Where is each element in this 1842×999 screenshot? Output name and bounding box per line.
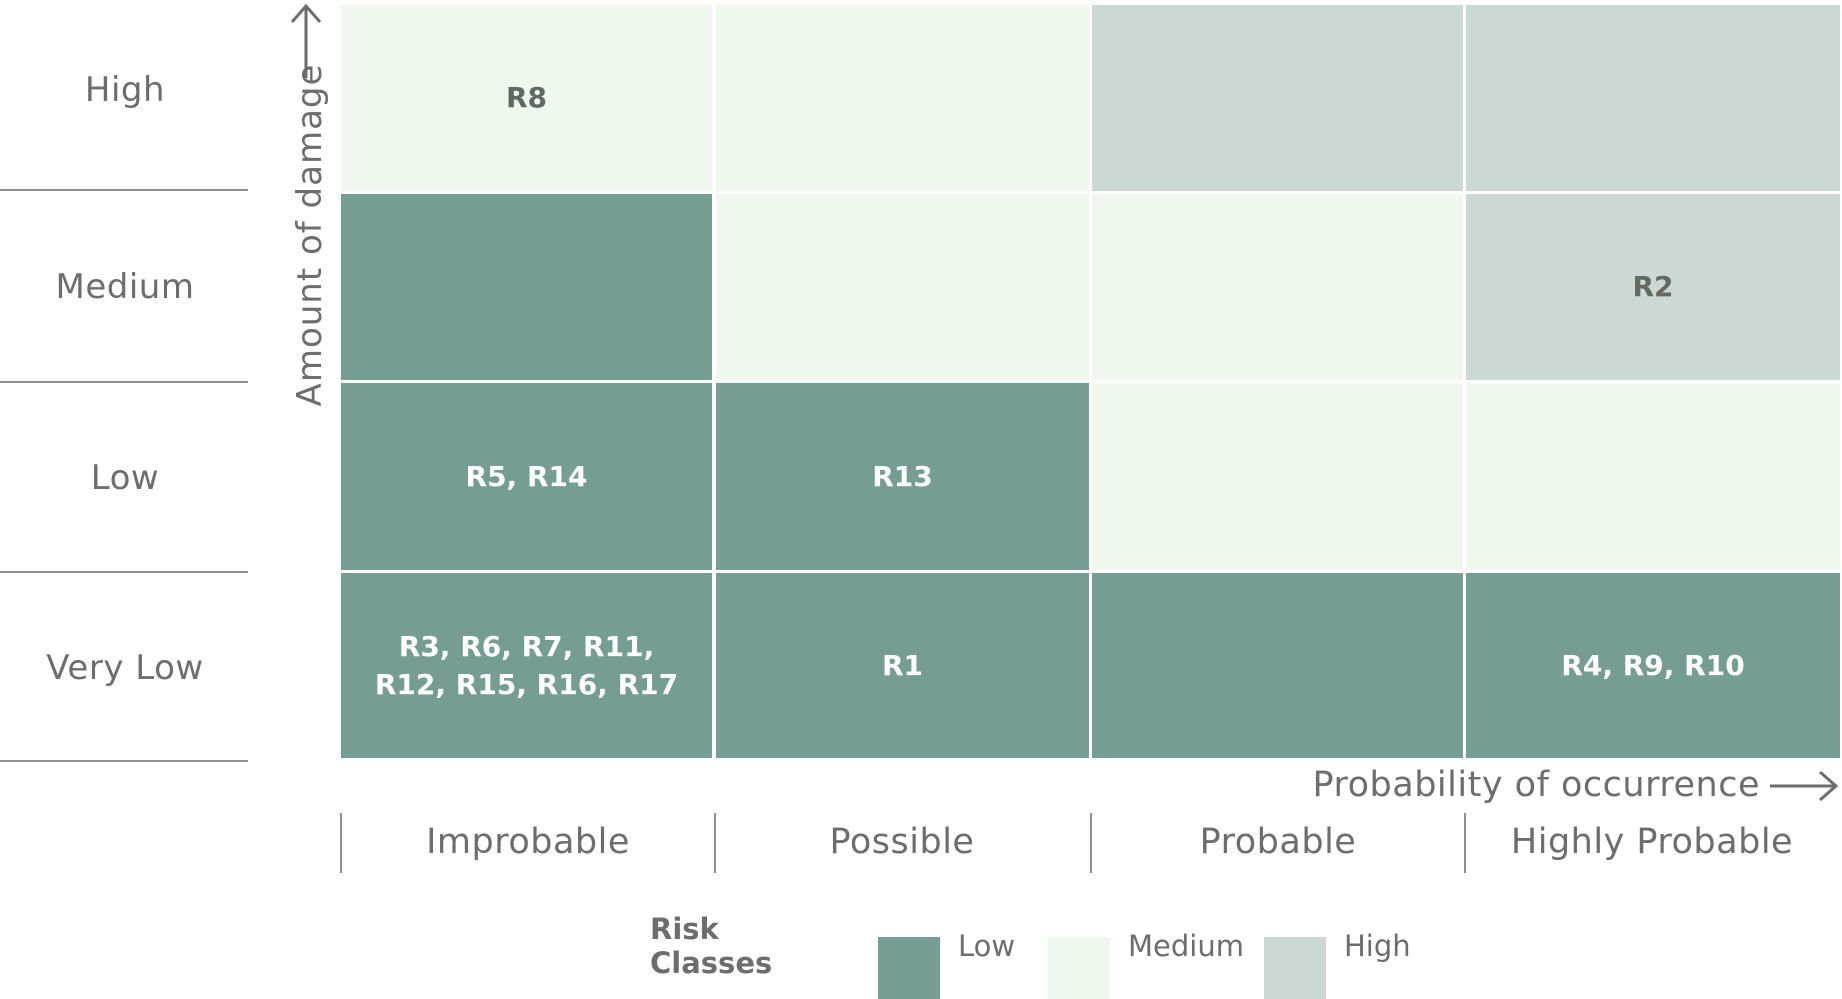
legend-swatch-medium (1048, 937, 1110, 999)
row-label-low: Low (90, 458, 160, 498)
y-axis-title: Amount of damage (290, 63, 330, 407)
matrix-cell-r4-c3 (1092, 573, 1463, 758)
matrix-cell-r2-c1 (341, 194, 712, 380)
column-tick (340, 813, 342, 873)
matrix-cell-r1-c3 (1092, 5, 1463, 191)
row-label-high: High (84, 70, 166, 110)
column-label-highly-probable: Highly Probable (1510, 822, 1794, 862)
matrix-cell-r1-c4 (1466, 5, 1840, 191)
matrix-cell-r1-c2 (716, 5, 1089, 191)
matrix-cell-r4-c2: R1 (716, 573, 1089, 758)
column-tick (1464, 813, 1466, 873)
legend-title: Risk Classes (650, 912, 773, 980)
matrix-cell-r2-c2 (716, 194, 1089, 380)
matrix-cell-r2-c3 (1092, 194, 1463, 380)
row-separator (0, 760, 248, 762)
legend-swatch-high (1264, 937, 1326, 999)
matrix-cell-r4-c4: R4, R9, R10 (1466, 573, 1840, 758)
row-label-medium: Medium (55, 267, 195, 307)
legend-label-high: High (1344, 929, 1411, 963)
row-separator (0, 381, 248, 383)
y-axis-arrow-icon (290, 3, 322, 78)
legend-label-medium: Medium (1128, 929, 1244, 963)
row-separator (0, 571, 248, 573)
x-axis-title: Probability of occurrence (1312, 765, 1760, 805)
row-label-very-low: Very Low (46, 648, 204, 688)
matrix-cell-r4-c1: R3, R6, R7, R11, R12, R15, R16, R17 (341, 573, 712, 758)
matrix-cell-r3-c1: R5, R14 (341, 383, 712, 570)
matrix-cell-r2-c4: R2 (1466, 194, 1840, 380)
matrix-cell-r3-c2: R13 (716, 383, 1089, 570)
matrix-cell-risks: R5, R14 (465, 459, 588, 493)
matrix-cell-risks: R8 (505, 81, 548, 114)
matrix-cell-r3-c4 (1466, 383, 1840, 570)
legend-label-low: Low (958, 929, 1016, 963)
matrix-cell-risks: R2 (1632, 270, 1674, 303)
column-label-possible: Possible (829, 822, 975, 862)
column-label-probable: Probable (1199, 822, 1357, 862)
legend-swatch-low (878, 937, 940, 999)
matrix-cell-risks: R3, R6, R7, R11, R12, R15, R16, R17 (374, 629, 679, 701)
matrix-cell-r3-c3 (1092, 383, 1463, 570)
matrix-cell-risks: R4, R9, R10 (1561, 648, 1745, 682)
matrix-cell-risks: R13 (872, 459, 933, 493)
matrix-cell-r1-c1: R8 (341, 5, 712, 191)
row-separator (0, 189, 248, 191)
column-tick (714, 813, 716, 873)
column-tick (1090, 813, 1092, 873)
matrix-cell-risks: R1 (881, 648, 924, 682)
x-axis-arrow-icon (1770, 770, 1839, 802)
column-label-improbable: Improbable (426, 822, 630, 862)
